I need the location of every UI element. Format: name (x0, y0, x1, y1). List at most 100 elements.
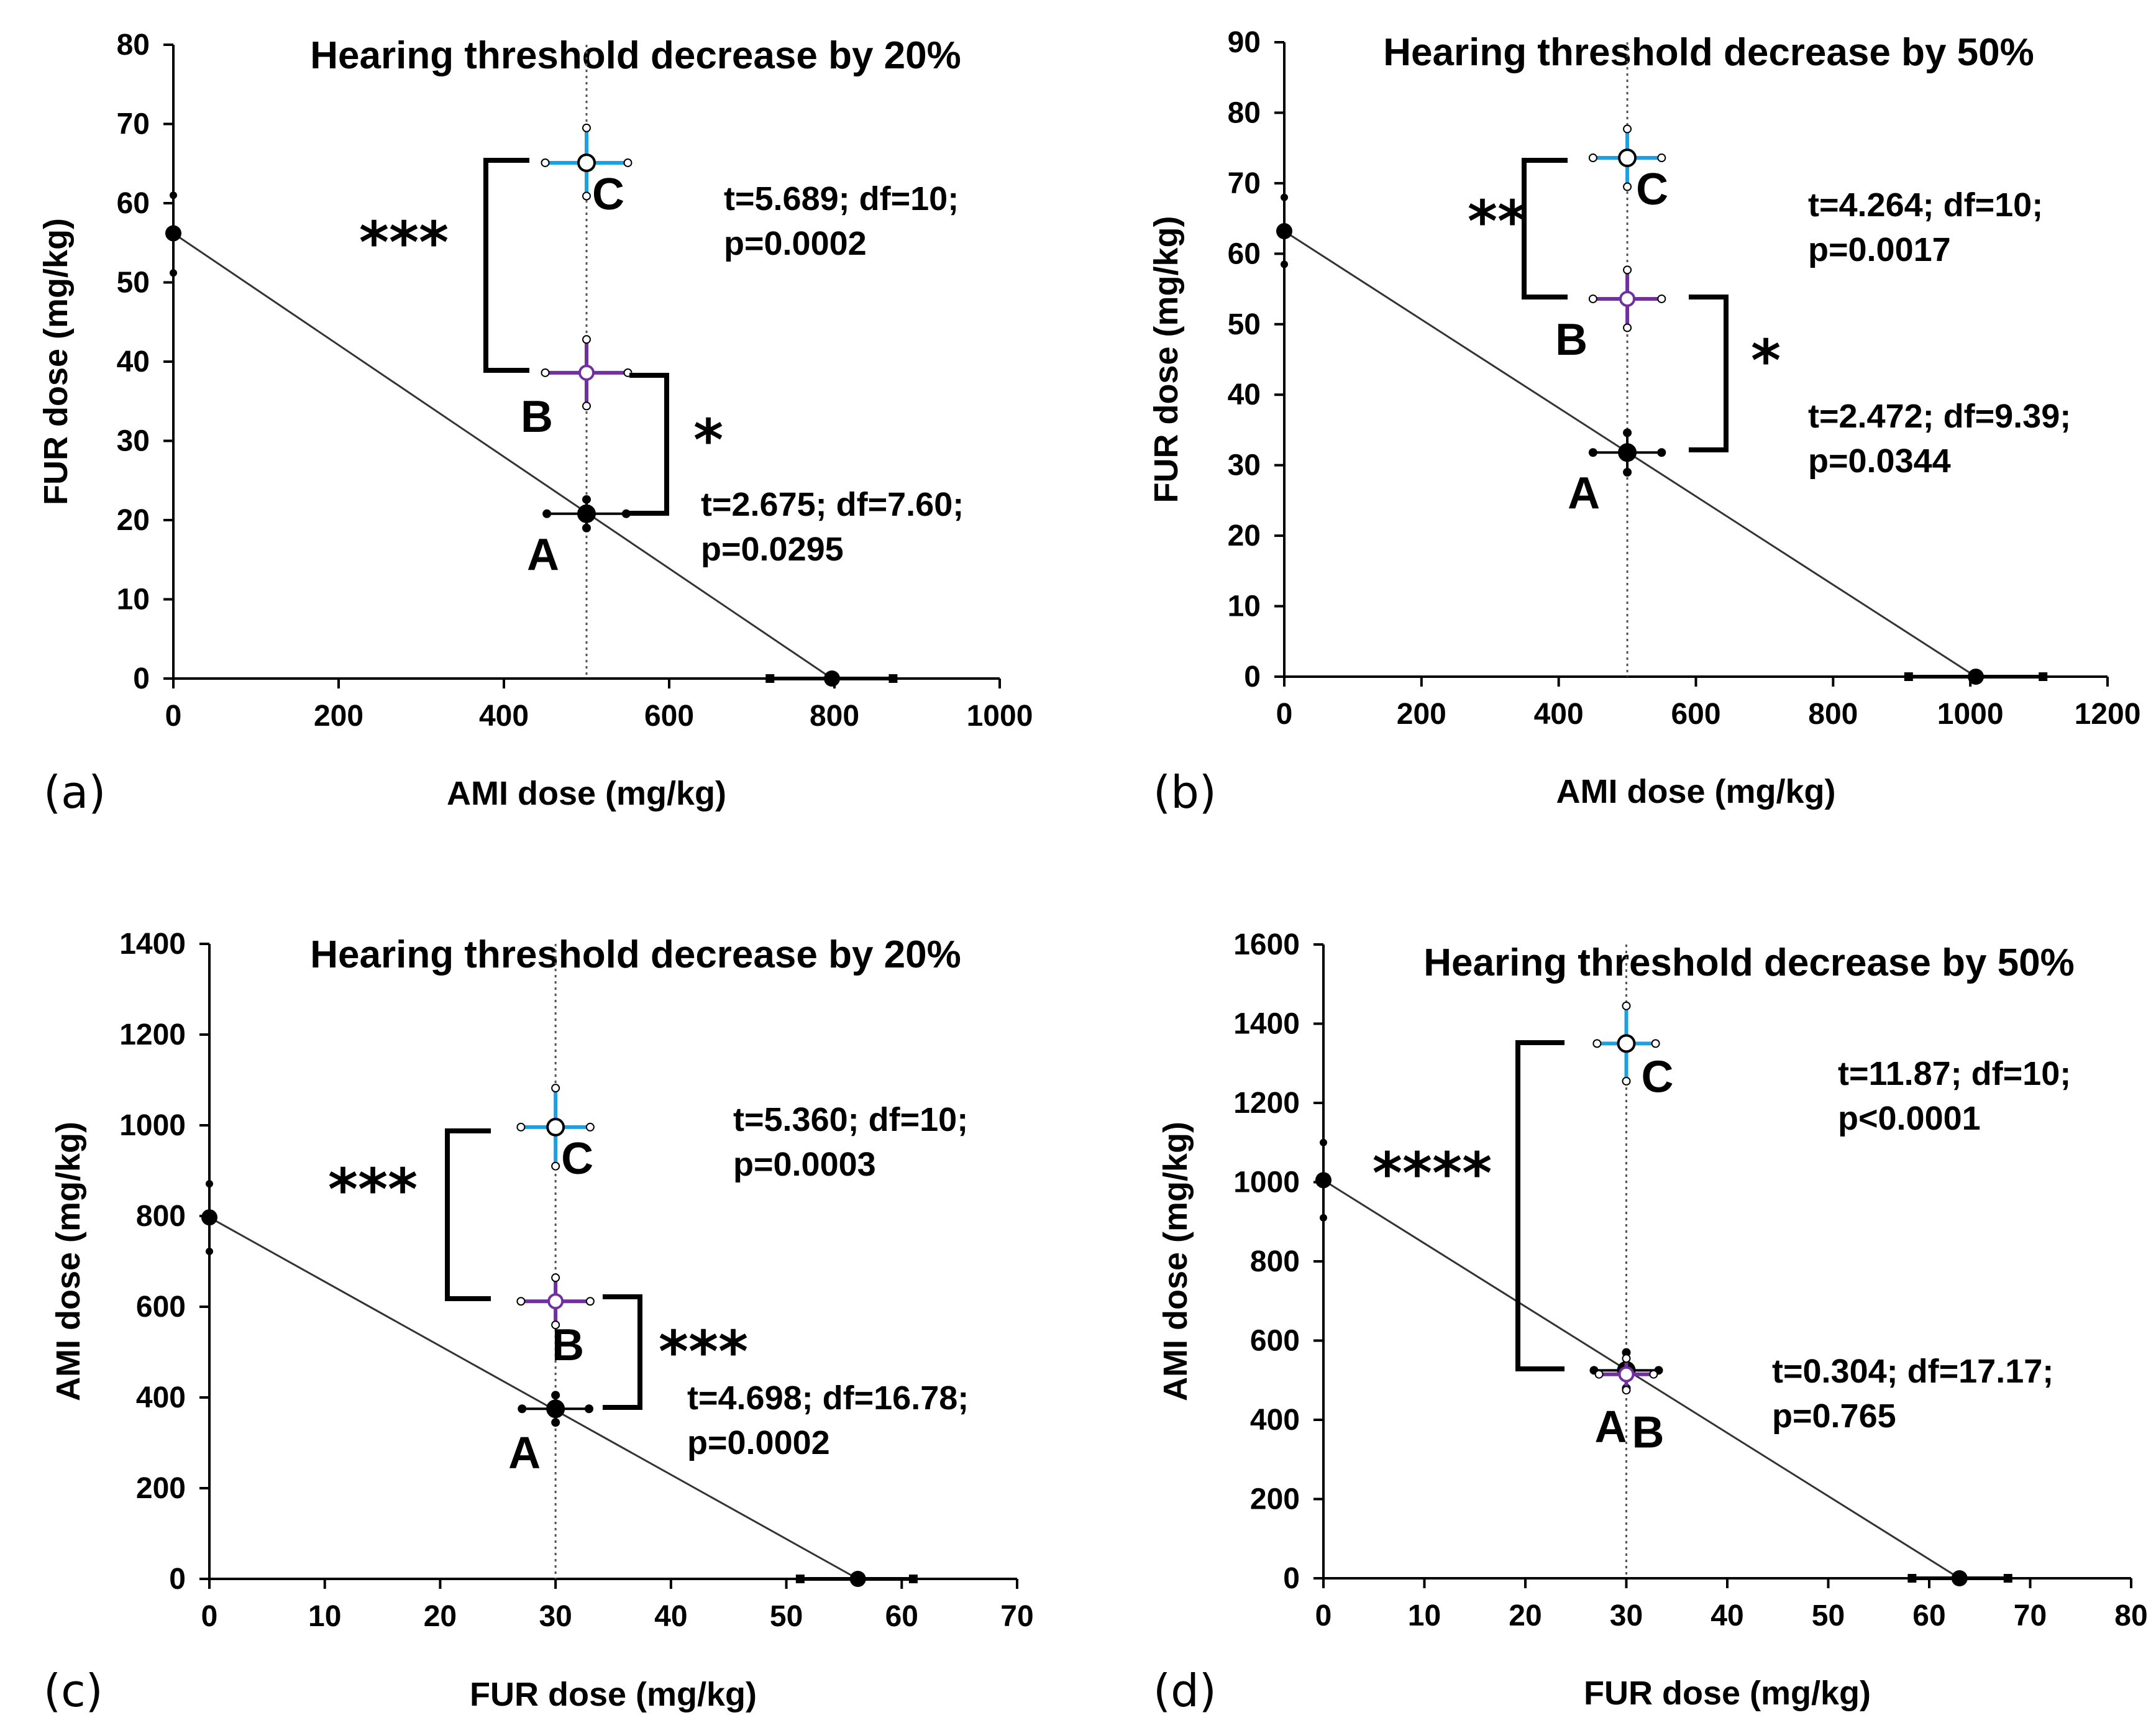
point-marker (578, 364, 595, 381)
point-C: C (541, 123, 633, 219)
point-label: A (1568, 469, 1600, 518)
x-tick-label: 1200 (2075, 698, 2141, 731)
chart-title: Hearing threshold decrease by 50% (1423, 941, 2075, 984)
panel-d: 0 200 400 600 800 1000 1200 1400 1600 0 10 20 30 40 50… (1153, 928, 2148, 1717)
point-errorbar-cap (582, 335, 591, 344)
point-errorbar-cap (1588, 448, 1597, 457)
y-tick-label: 600 (136, 1291, 186, 1324)
x-tick-label: 40 (1711, 1599, 1743, 1632)
y-intercept-point (201, 1209, 217, 1226)
stat-test-text: t=4.264; df=10; (1808, 186, 2043, 224)
point-marker (546, 1399, 565, 1419)
point-label: A (1595, 1402, 1627, 1452)
y-tick-label: 10 (1228, 590, 1261, 623)
y-tick-label: 1200 (1233, 1087, 1300, 1120)
comparison-bracket-right (603, 1294, 642, 1410)
point-label: B (521, 392, 553, 442)
panel-c: 0 200 400 600 800 1000 1200 1400 0 10 20 30 40 50 60 70… (43, 928, 1034, 1717)
y-tick-label: 50 (1228, 308, 1261, 341)
point-A: A (1568, 428, 1666, 518)
point-label: C (1636, 165, 1668, 214)
y-tick-label: 1200 (119, 1018, 186, 1051)
point-A: A (508, 1391, 593, 1478)
point-errorbar-cap (1623, 182, 1632, 191)
point-errorbar-cap (1622, 1386, 1631, 1395)
y-tick-label: 40 (117, 345, 150, 378)
point-errorbar-cap (582, 495, 591, 504)
point-C: C (516, 1084, 595, 1184)
y-axis-title: FUR dose (mg/kg) (1148, 216, 1185, 503)
x-intercept-errorbar-cap (2039, 672, 2048, 681)
x-intercept-errorbar-cap (1904, 672, 1913, 681)
x-tick-label: 60 (1912, 1599, 1945, 1632)
x-tick-label: 0 (165, 700, 182, 733)
point-errorbar-cap (1623, 265, 1632, 275)
y-intercept-errorbar-cap (1320, 1138, 1327, 1146)
panel-label: (b) (1153, 766, 1217, 818)
x-tick-label: 800 (810, 700, 859, 733)
stat-p-value: p<0.0001 (1838, 1100, 1981, 1137)
y-tick-label: 70 (117, 108, 150, 141)
point-marker (1618, 149, 1637, 168)
point-marker (577, 504, 596, 523)
x-tick-label: 600 (644, 700, 694, 733)
significance-stars: * (1751, 327, 1781, 394)
comparison-bracket-left (483, 158, 529, 373)
x-intercept-errorbar-cap (2003, 1574, 2012, 1583)
panel-label: (a) (43, 766, 106, 818)
point-errorbar-cap (516, 1297, 526, 1306)
y-tick-label: 10 (117, 583, 150, 616)
y-axis-title: FUR dose (mg/kg) (37, 218, 75, 505)
x-intercept-errorbar-cap (795, 1575, 805, 1583)
x-tick-label: 10 (308, 1600, 341, 1633)
point-errorbar-cap (541, 368, 550, 377)
point-errorbar-cap (1649, 1369, 1658, 1379)
point-errorbar-cap (551, 1273, 560, 1283)
significance-stars: * (693, 407, 723, 473)
y-tick-label: 60 (117, 187, 150, 220)
point-errorbar-cap (1657, 153, 1666, 163)
y-tick-label: 200 (1250, 1483, 1300, 1516)
y-tick-label: 1400 (1233, 1008, 1300, 1041)
point-marker (577, 153, 596, 172)
point-errorbar-cap (585, 1122, 595, 1132)
chart-title: Hearing threshold decrease by 20% (310, 933, 961, 976)
point-errorbar-cap (1588, 294, 1597, 303)
point-errorbar-cap (551, 1418, 560, 1427)
point-errorbar-cap (1657, 294, 1666, 303)
x-tick-label: 60 (885, 1600, 918, 1633)
point-A: A (527, 495, 631, 580)
x-axis-title: AMI dose (mg/kg) (1556, 773, 1835, 810)
point-marker (1619, 290, 1636, 307)
x-intercept-errorbar-cap (908, 1575, 918, 1583)
point-errorbar-cap (551, 1391, 560, 1400)
y-tick-label: 200 (136, 1472, 186, 1505)
significance-stars: **** (1373, 1140, 1492, 1207)
stat-test-text: t=11.87; df=10; (1838, 1055, 2071, 1092)
point-errorbar-cap (1623, 124, 1632, 134)
point-errorbar-cap (541, 158, 550, 167)
y-intercept-errorbar-cap (170, 191, 177, 199)
x-tick-label: 70 (1000, 1600, 1033, 1633)
point-errorbar-cap (582, 523, 591, 533)
stat-p-value: p=0.0002 (724, 225, 867, 262)
comparison-bracket-left (1522, 158, 1568, 300)
x-tick-label: 1000 (1937, 698, 2004, 731)
x-tick-label: 20 (1509, 1599, 1542, 1632)
point-label: B (1555, 315, 1587, 365)
stat-p-value: p=0.0002 (687, 1424, 830, 1461)
y-intercept-errorbar-cap (1281, 260, 1288, 268)
point-marker (1618, 1366, 1635, 1383)
x-tick-label: 40 (654, 1600, 687, 1633)
y-tick-label: 30 (1228, 449, 1261, 482)
isobole-line (209, 1216, 859, 1580)
comparison-bracket-left (445, 1128, 491, 1301)
x-tick-label: 50 (770, 1600, 803, 1633)
y-tick-label: 1400 (119, 928, 186, 961)
point-marker (1618, 443, 1637, 462)
x-axis-title: FUR dose (mg/kg) (1584, 1675, 1871, 1712)
y-tick-label: 0 (1283, 1562, 1300, 1595)
point-label: C (592, 170, 624, 219)
